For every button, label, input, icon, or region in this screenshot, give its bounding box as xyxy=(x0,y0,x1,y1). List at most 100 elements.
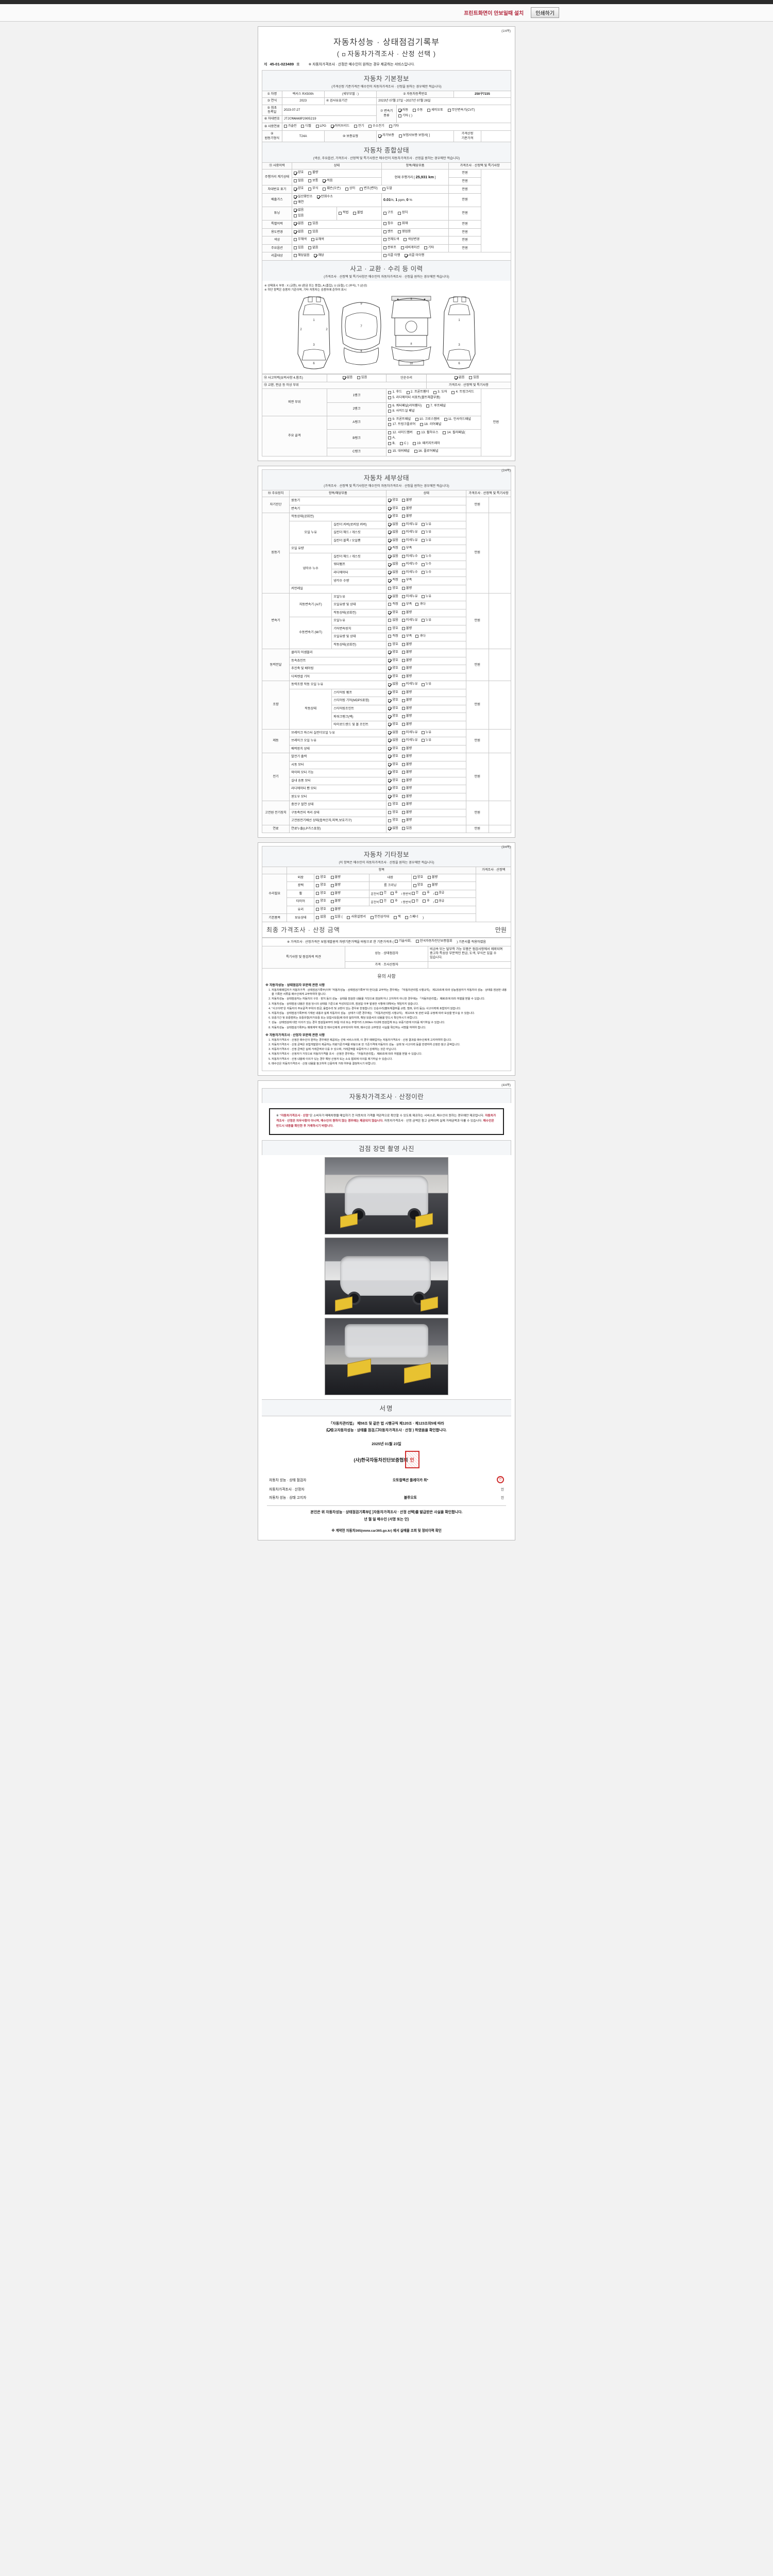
inspection-photo-1[interactable] xyxy=(325,1157,448,1234)
state-opt-양호[interactable]: 양호 xyxy=(388,611,398,615)
state-opt-부족[interactable]: 부족 xyxy=(401,578,412,582)
state-opt-불량[interactable]: 불량 xyxy=(401,802,412,806)
state-opt-미세누유[interactable]: 미세누유 xyxy=(401,595,418,599)
state-opt-양호[interactable]: 양호 xyxy=(388,714,398,718)
state-opt-양호[interactable]: 양호 xyxy=(388,802,398,806)
state-opt-양호[interactable]: 양호 xyxy=(388,762,398,767)
recall-done[interactable]: 리콜 이행 xyxy=(383,253,400,258)
accident-yes[interactable]: 있음 xyxy=(357,376,367,380)
vinmark-erased[interactable]: 도말 xyxy=(382,187,392,191)
part-roof-panel[interactable]: 7. 루프패널 xyxy=(426,404,446,408)
state-opt-양호[interactable]: 양호 xyxy=(388,658,398,663)
tire-driver-rear[interactable]: 후 xyxy=(391,900,398,904)
state-opt-없음[interactable]: 없음 xyxy=(388,731,398,735)
state-opt-양호[interactable]: 양호 xyxy=(388,706,398,710)
state-opt-적정[interactable]: 적정 xyxy=(388,602,398,606)
detail-remarks[interactable] xyxy=(488,681,511,730)
vinmark-corrosion[interactable]: 부식 xyxy=(308,187,318,191)
trans-opt-other[interactable]: 기타 () xyxy=(398,114,412,118)
sig-opt-performance-check[interactable] xyxy=(327,1428,331,1431)
tire-spare[interactable]: 응급 xyxy=(434,900,444,904)
state-opt-양호[interactable]: 양호 xyxy=(388,698,398,702)
usage-yes[interactable]: 있음 xyxy=(308,230,318,234)
part-wheel-house[interactable]: 13. 휠하우스 xyxy=(417,431,439,435)
vinmark-damaged[interactable]: 훼손(오손) xyxy=(323,187,341,191)
state-opt-양호[interactable]: 양호 xyxy=(388,747,398,751)
state-opt-불량[interactable]: 불량 xyxy=(401,626,412,631)
glass-good[interactable]: 양호 xyxy=(316,907,326,911)
accident-none[interactable]: 없음 xyxy=(342,376,352,380)
state-opt-없음[interactable]: 없음 xyxy=(388,538,398,543)
part-floor-panel[interactable]: 16. 플로어패널 xyxy=(414,449,439,453)
part-dash-panel[interactable]: 15. 대쉬패널 xyxy=(388,449,410,453)
state-opt-불량[interactable]: 불량 xyxy=(401,698,412,702)
fuel-opt-lpg[interactable]: LPG xyxy=(315,124,326,128)
tuning-legal[interactable]: 적법 xyxy=(338,211,348,215)
state-opt-미세누유[interactable]: 미세누유 xyxy=(401,682,418,686)
part-front-panel[interactable]: 9. 프론트패널 xyxy=(388,417,411,421)
state-opt-양호[interactable]: 양호 xyxy=(388,794,398,799)
interior-bad[interactable]: 불량 xyxy=(427,875,438,879)
odo-good[interactable]: 양호 xyxy=(293,171,304,175)
state-opt-불량[interactable]: 불량 xyxy=(401,514,412,518)
state-opt-과다[interactable]: 과다 xyxy=(415,634,426,638)
part-trunk-lid[interactable]: 4. 트렁크리드 xyxy=(451,390,474,394)
simple-none[interactable]: 없음 xyxy=(455,376,465,380)
other-price-cell[interactable] xyxy=(476,873,511,922)
state-opt-불량[interactable]: 불량 xyxy=(401,810,412,815)
state-opt-누유[interactable]: 누유 xyxy=(421,731,431,735)
tuning-structure[interactable]: 구조 xyxy=(383,211,393,215)
tire-driver-front[interactable]: 전 xyxy=(379,900,386,904)
sig-opt-price-survey[interactable] xyxy=(375,1428,379,1431)
part-cross-member[interactable]: 10. 크로스멤버 xyxy=(415,417,440,421)
state-opt-미세누유[interactable]: 미세누유 xyxy=(401,738,418,742)
fuel-opt-diesel[interactable]: 디젤 xyxy=(301,124,311,128)
usage-rent[interactable]: 렌트 xyxy=(383,230,393,234)
basis-opt-kadga[interactable]: 한국자동차진단보증협회 xyxy=(415,939,452,943)
state-opt-불량[interactable]: 불량 xyxy=(401,706,412,710)
state-opt-적정[interactable]: 적정 xyxy=(388,634,398,638)
state-opt-불량[interactable]: 불량 xyxy=(401,778,412,783)
odo-bad[interactable]: 불량 xyxy=(308,171,318,175)
part-hood[interactable]: 1. 후드 xyxy=(388,390,402,394)
wheel-driver-rear[interactable]: 후 xyxy=(391,891,398,895)
state-opt-불량[interactable]: 불량 xyxy=(401,714,412,718)
appraiser-remark-text[interactable] xyxy=(428,961,511,969)
detail-remarks[interactable] xyxy=(488,497,511,514)
color-achromatic[interactable]: 무채색 xyxy=(293,238,307,242)
possession-yes[interactable]: 있음 ( xyxy=(330,915,343,919)
color-chromatic[interactable]: 유채색 xyxy=(311,238,324,242)
state-opt-불량[interactable]: 불량 xyxy=(401,786,412,790)
warranty-opt-self[interactable]: 자가보증 xyxy=(378,133,394,138)
state-opt-양호[interactable]: 양호 xyxy=(388,586,398,590)
state-opt-양호[interactable]: 양호 xyxy=(388,666,398,670)
state-opt-적정[interactable]: 적정 xyxy=(388,546,398,550)
recall-applicable[interactable]: 해당 xyxy=(314,253,324,258)
state-opt-미세누수[interactable]: 미세누수 xyxy=(401,562,418,566)
state-opt-없음[interactable]: 없음 xyxy=(388,522,398,527)
room-good[interactable]: 양호 xyxy=(413,883,423,887)
wheel-pass-front[interactable]: 전 xyxy=(411,891,418,895)
wheel-pass-rear[interactable]: 후 xyxy=(423,891,430,895)
state-opt-누유[interactable]: 누유 xyxy=(421,522,431,527)
state-opt-없음[interactable]: 없음 xyxy=(388,738,398,742)
state-opt-양호[interactable]: 양호 xyxy=(388,754,398,758)
state-opt-불량[interactable]: 불량 xyxy=(401,650,412,654)
part-pillar-panel[interactable]: 14. 필러패널( xyxy=(443,431,465,435)
option-navigation[interactable]: 네비게이션 xyxy=(400,246,419,250)
trans-opt-auto[interactable]: 자동 xyxy=(398,108,408,112)
state-opt-누유[interactable]: 누유 xyxy=(421,530,431,534)
part-rear-panel[interactable]: 18. 리어패널 xyxy=(419,422,441,427)
state-opt-양호[interactable]: 양호 xyxy=(388,506,398,511)
state-opt-불량[interactable]: 불량 xyxy=(401,722,412,726)
state-opt-미세누수[interactable]: 미세누수 xyxy=(401,554,418,558)
price-survey-checkbox[interactable] xyxy=(342,53,345,56)
state-opt-양호[interactable]: 양호 xyxy=(388,810,398,815)
special-fire[interactable]: 화재 xyxy=(397,222,408,226)
tuning-device[interactable]: 장치 xyxy=(397,211,408,215)
wheel-driver-front[interactable]: 전 xyxy=(379,891,386,895)
state-opt-미세누유[interactable]: 미세누유 xyxy=(401,530,418,534)
state-opt-없음[interactable]: 없음 xyxy=(388,826,398,831)
inspection-photo-2[interactable] xyxy=(325,1237,448,1315)
tuning-yes[interactable]: 있음 xyxy=(293,214,304,218)
